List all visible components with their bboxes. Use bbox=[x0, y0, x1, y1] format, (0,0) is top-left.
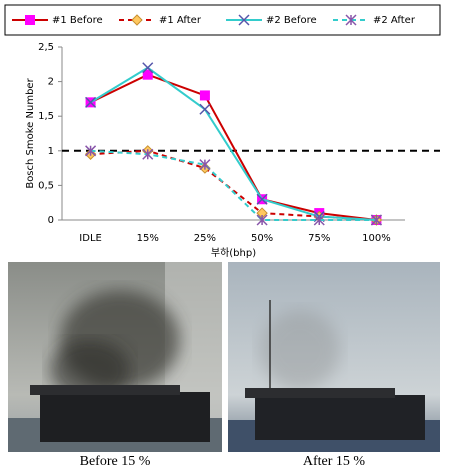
y-tick-label: 1,5 bbox=[38, 111, 54, 122]
data-point bbox=[199, 159, 211, 171]
legend-box bbox=[4, 4, 441, 36]
data-point bbox=[85, 145, 97, 157]
photo-caption: Before 15 % bbox=[80, 454, 151, 469]
legend-label: #1 After bbox=[159, 15, 202, 26]
series-line bbox=[90, 149, 377, 221]
x-axis-label: 부하(bhp) bbox=[211, 246, 256, 259]
legend-marker bbox=[131, 14, 143, 26]
x-tick-label: 50% bbox=[251, 233, 273, 244]
y-axis-label: Bosch Smoke Number bbox=[25, 77, 36, 188]
x-tick-label: 25% bbox=[194, 233, 216, 244]
series-line bbox=[90, 73, 377, 221]
legend-label: #2 Before bbox=[266, 15, 317, 26]
series-line bbox=[90, 66, 377, 221]
x-tick-label: 100% bbox=[362, 233, 391, 244]
y-tick-label: 0 bbox=[48, 215, 54, 226]
legend-marker bbox=[345, 14, 357, 26]
data-point bbox=[142, 62, 154, 74]
x-tick-label: 15% bbox=[137, 233, 159, 244]
legend-label: #2 After bbox=[373, 15, 416, 26]
legend-label: #1 Before bbox=[52, 15, 103, 26]
data-point bbox=[142, 69, 153, 80]
photo-before bbox=[8, 262, 222, 452]
y-tick-label: 1 bbox=[48, 146, 54, 157]
y-tick-label: 2 bbox=[48, 77, 54, 88]
data-point bbox=[370, 214, 382, 226]
data-point bbox=[256, 214, 268, 226]
x-tick-label: IDLE bbox=[79, 233, 102, 244]
legend-marker bbox=[25, 15, 35, 25]
data-point bbox=[142, 148, 154, 160]
y-tick-label: 0,5 bbox=[38, 180, 54, 191]
data-point bbox=[256, 193, 268, 205]
photo-caption: After 15 % bbox=[303, 454, 366, 469]
series-line bbox=[90, 149, 377, 221]
x-tick-label: 75% bbox=[308, 233, 330, 244]
photo-after bbox=[228, 262, 440, 452]
legend-marker bbox=[238, 14, 250, 26]
data-point bbox=[313, 214, 325, 226]
data-point bbox=[85, 96, 97, 108]
y-tick-label: 2,5 bbox=[38, 42, 54, 53]
data-point bbox=[199, 90, 210, 101]
data-point bbox=[199, 103, 211, 115]
